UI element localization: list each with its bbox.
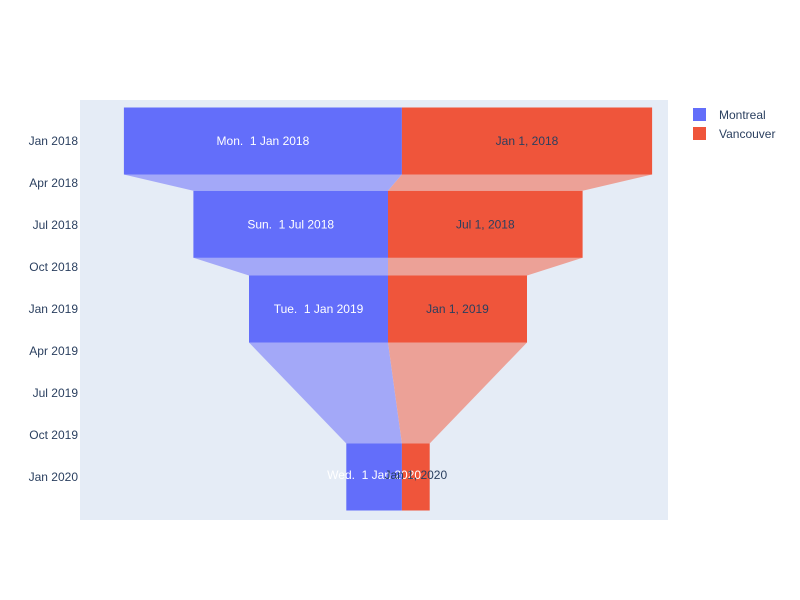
connector-vancouver: [388, 342, 527, 444]
funnel-labels: Mon. 1 Jan 2018 Jan 1, 2018 Sun. 1 Jul 201…: [217, 134, 559, 482]
legend-swatch[interactable]: [693, 127, 706, 140]
connector-vancouver: [388, 257, 583, 276]
data-label-vancouver: Jan 1, 2020: [384, 468, 447, 482]
legend[interactable]: Montreal Vancouver: [693, 108, 775, 141]
legend-label[interactable]: Vancouver: [719, 127, 775, 141]
y-tick-label: Oct 2018: [29, 260, 78, 274]
data-label-montreal: Mon. 1 Jan 2018: [217, 134, 310, 148]
bar-montreal[interactable]: [123, 107, 402, 175]
y-tick-label: Apr 2019: [29, 344, 78, 358]
connector-montreal: [249, 342, 402, 444]
y-tick-label: Oct 2019: [29, 428, 78, 442]
y-axis-ticks: Jan 2018 Apr 2018 Jul 2018 Oct 2018 Jan 2019…: [29, 134, 79, 484]
y-tick-label: Jan 2018: [29, 134, 79, 148]
data-label-vancouver: Jul 1, 2018: [456, 217, 515, 231]
legend-swatch[interactable]: [693, 108, 706, 121]
bar-vancouver[interactable]: [401, 443, 430, 511]
y-tick-label: Jan 2020: [29, 470, 79, 484]
data-label-montreal: Wed. 1 Jan 2020: [327, 468, 421, 482]
y-tick-label: Apr 2018: [29, 176, 78, 190]
bar-montreal[interactable]: [193, 190, 388, 258]
bar-vancouver[interactable]: [401, 107, 653, 175]
legend-label[interactable]: Montreal: [719, 108, 766, 122]
y-tick-label: Jul 2019: [33, 386, 79, 400]
connector-montreal: [123, 174, 402, 191]
bar-vancouver[interactable]: [388, 275, 527, 343]
connector-montreal: [193, 257, 388, 276]
connector-vancouver: [388, 174, 653, 191]
bar-vancouver[interactable]: [388, 190, 583, 258]
data-label-vancouver: Jan 1, 2019: [426, 302, 489, 316]
funnel-bars: [123, 107, 653, 511]
bar-montreal[interactable]: [346, 443, 402, 511]
data-label-montreal: Tue. 1 Jan 2019: [274, 302, 364, 316]
funnel-connectors: [123, 174, 653, 444]
bar-montreal[interactable]: [249, 275, 388, 343]
y-tick-label: Jul 2018: [33, 218, 79, 232]
data-label-montreal: Sun. 1 Jul 2018: [247, 217, 334, 231]
data-label-vancouver: Jan 1, 2018: [496, 134, 559, 148]
y-tick-label: Jan 2019: [29, 302, 79, 316]
